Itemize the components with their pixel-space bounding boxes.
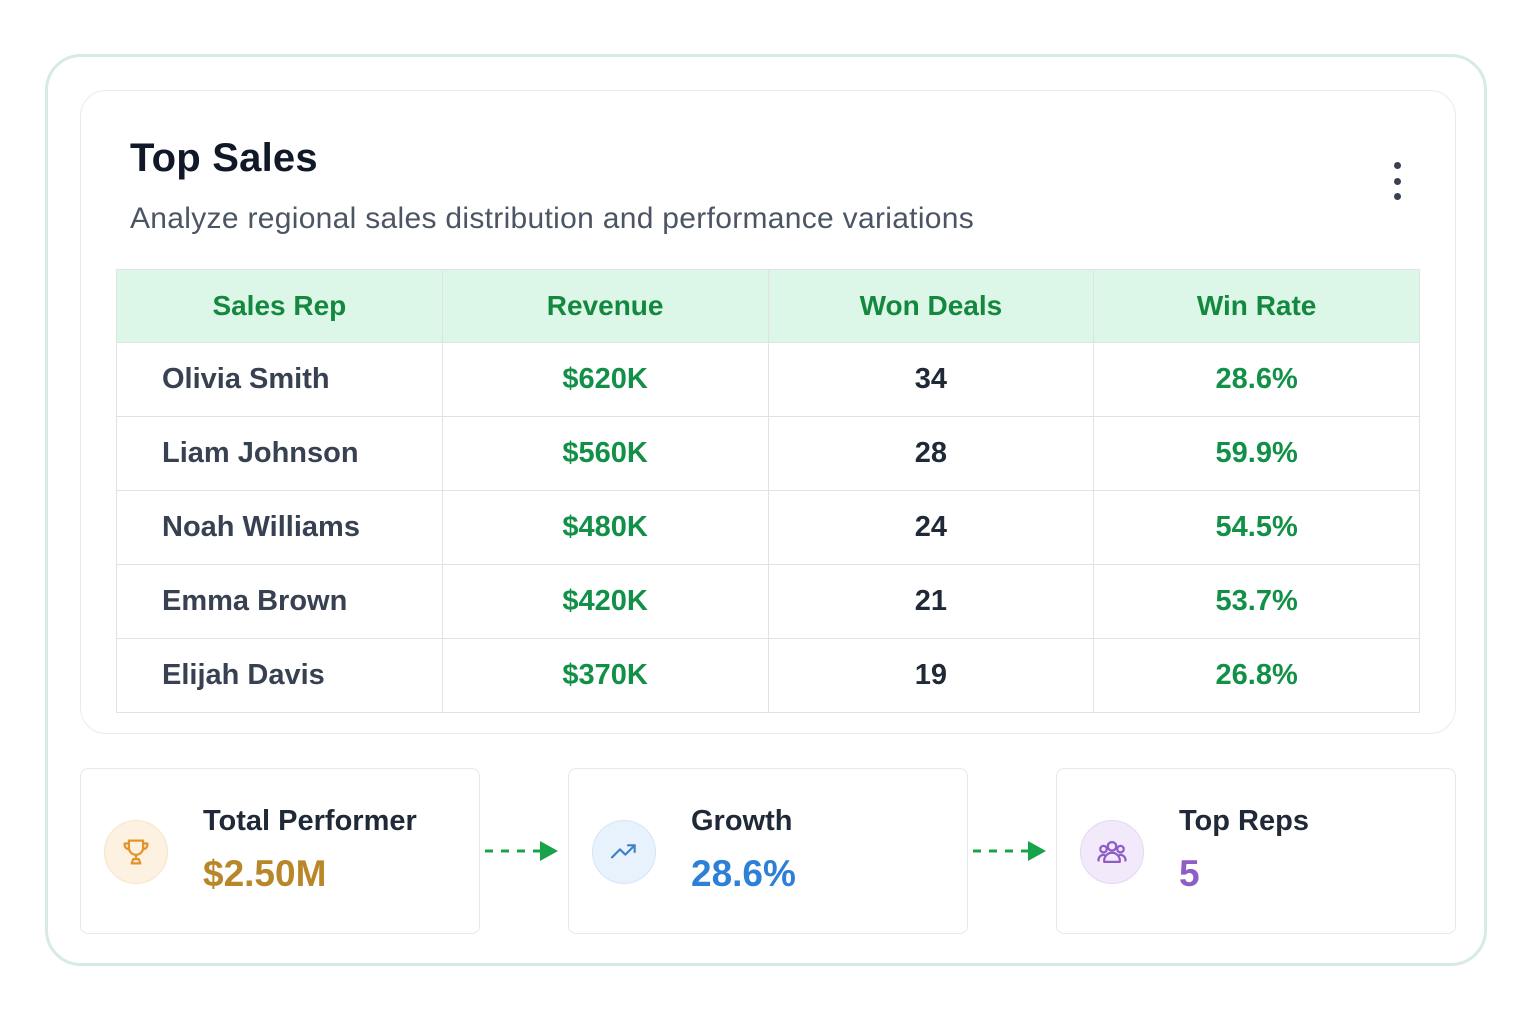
arrow-right-icon (485, 841, 558, 861)
table-row[interactable]: Elijah Davis $370K 19 26.8% (116, 638, 1420, 713)
stat-label: Top Reps (1179, 805, 1309, 837)
stat-card-top-reps[interactable]: Top Reps 5 (1056, 768, 1456, 934)
stat-value: 5 (1179, 853, 1200, 894)
won-deals-cell: 21 (767, 564, 1095, 639)
stat-card-total-performer[interactable]: Total Performer $2.50M (80, 768, 480, 934)
arrow-right-icon (973, 841, 1046, 861)
revenue-cell: $480K (441, 490, 769, 565)
stat-label: Total Performer (203, 805, 417, 837)
won-deals-cell: 34 (767, 342, 1095, 417)
stat-value: $2.50M (203, 853, 327, 894)
rep-name-cell: Emma Brown (116, 564, 443, 639)
kebab-dot (1393, 193, 1401, 200)
table-row[interactable]: Olivia Smith $620K 34 28.6% (116, 342, 1420, 417)
rep-name-cell: Liam Johnson (116, 416, 443, 491)
rep-name-cell: Noah Williams (116, 490, 443, 565)
stat-card-growth[interactable]: Growth 28.6% (568, 768, 968, 934)
stat-label: Growth (691, 805, 793, 837)
win-rate-cell: 54.5% (1093, 490, 1420, 565)
more-vertical-icon[interactable] (1380, 158, 1414, 204)
trending-up-icon (592, 820, 656, 884)
table-header-row: Sales Rep Revenue Won Deals Win Rate (116, 269, 1420, 343)
table-row[interactable]: Emma Brown $420K 21 53.7% (116, 564, 1420, 639)
users-icon (1080, 820, 1144, 884)
rep-name-cell: Elijah Davis (116, 638, 443, 713)
win-rate-cell: 26.8% (1093, 638, 1420, 713)
card-title: Top Sales (130, 136, 318, 180)
won-deals-cell: 28 (767, 416, 1095, 491)
trophy-icon (104, 820, 168, 884)
column-header-revenue[interactable]: Revenue (441, 269, 769, 343)
sales-table: Sales Rep Revenue Won Deals Win Rate Oli… (116, 269, 1420, 713)
revenue-cell: $560K (441, 416, 769, 491)
revenue-cell: $420K (441, 564, 769, 639)
revenue-cell: $370K (441, 638, 769, 713)
table-row[interactable]: Noah Williams $480K 24 54.5% (116, 490, 1420, 565)
revenue-cell: $620K (441, 342, 769, 417)
card-subtitle: Analyze regional sales distribution and … (130, 202, 975, 235)
stat-value: 28.6% (691, 853, 796, 894)
column-header-sales-rep[interactable]: Sales Rep (116, 269, 443, 343)
kebab-dot (1393, 177, 1401, 185)
column-header-won-deals[interactable]: Won Deals (767, 269, 1095, 343)
win-rate-cell: 28.6% (1093, 342, 1420, 417)
win-rate-cell: 59.9% (1093, 416, 1420, 491)
kebab-dot (1393, 162, 1401, 169)
column-header-win-rate[interactable]: Win Rate (1093, 269, 1420, 343)
table-row[interactable]: Liam Johnson $560K 28 59.9% (116, 416, 1420, 491)
rep-name-cell: Olivia Smith (116, 342, 443, 417)
win-rate-cell: 53.7% (1093, 564, 1420, 639)
won-deals-cell: 19 (767, 638, 1095, 713)
won-deals-cell: 24 (767, 490, 1095, 565)
